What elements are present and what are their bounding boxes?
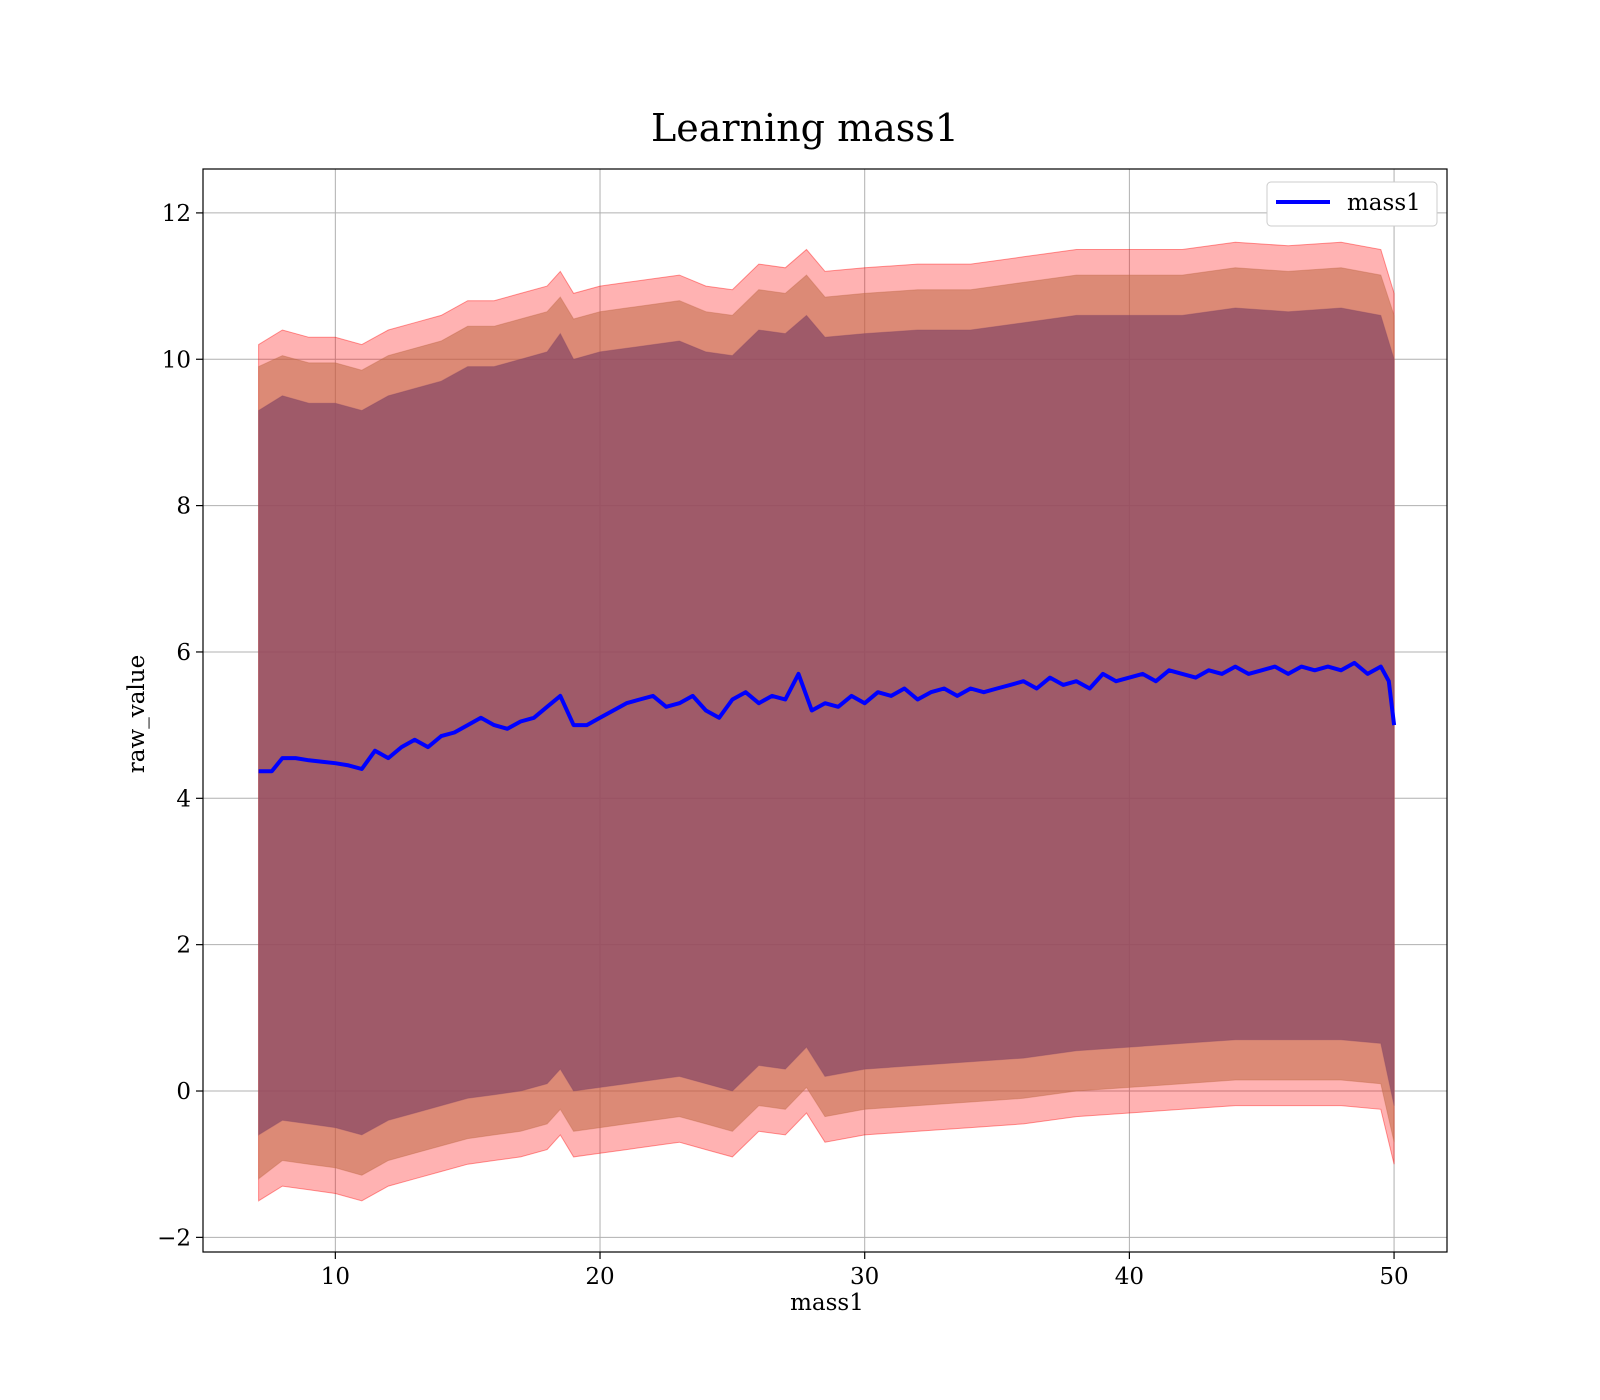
x-axis-label: mass1 (790, 1290, 864, 1316)
y-axis-label: raw_value (124, 655, 150, 773)
x-tick-label: 30 (850, 1264, 879, 1290)
x-tick-label: 40 (1115, 1264, 1144, 1290)
legend-label: mass1 (1347, 190, 1421, 216)
y-tick-label: 10 (162, 347, 191, 373)
y-tick-label: 12 (162, 201, 191, 227)
legend: mass1 (1266, 181, 1438, 227)
series-line-mass1 (258, 660, 1397, 774)
y-tick-label: 8 (176, 494, 191, 520)
confidence-band (258, 307, 1395, 1136)
y-tick-label: −2 (157, 1225, 191, 1251)
legend-frame (1266, 181, 1438, 227)
axes-frame (202, 168, 1448, 1253)
y-tick-label: 6 (176, 640, 191, 666)
x-tick-label: 10 (321, 1264, 350, 1290)
chart-title: Learning mass1 (651, 106, 959, 150)
y-tick-label: 4 (176, 786, 191, 812)
x-tick-label: 50 (1379, 1264, 1408, 1290)
y-tick-label: 0 (176, 1079, 191, 1105)
plot-area: 10 20 30 40 50 −2 0 2 4 6 8 10 12 (157, 168, 1448, 1290)
y-tick-label: 2 (176, 933, 191, 959)
x-tick-label: 20 (585, 1264, 614, 1290)
